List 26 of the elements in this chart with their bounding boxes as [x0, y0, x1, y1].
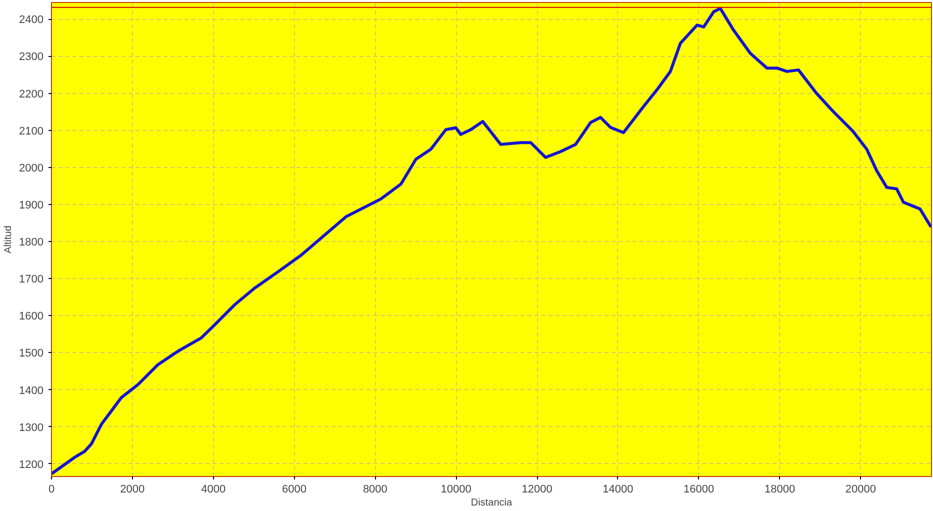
x-tick-label: 12000	[522, 484, 552, 496]
x-tick-label: 0	[48, 484, 55, 496]
y-tick-label: 2200	[19, 88, 44, 100]
x-tick-label: 8000	[362, 484, 388, 496]
y-tick-label: 1700	[19, 274, 44, 286]
y-tick-label: 2000	[19, 162, 44, 174]
y-tick-label: 2300	[19, 51, 44, 64]
x-tick-label: 16000	[684, 484, 714, 496]
x-tick-label: 18000	[764, 484, 796, 496]
y-tick-label: 2100	[19, 125, 44, 138]
y-tick-label: 1600	[19, 310, 44, 323]
x-tick-label: 4000	[201, 484, 226, 496]
y-tick-label: 1800	[19, 236, 44, 249]
y-tick-label: 1400	[19, 384, 44, 397]
x-tick-label: 2000	[120, 484, 145, 496]
y-axis-title: Altitud	[3, 226, 14, 254]
y-tick-label: 1200	[19, 458, 44, 471]
x-tick-label: 20000	[845, 484, 876, 496]
x-tick-label: 6000	[282, 484, 307, 496]
y-tick-label: 2400	[19, 14, 44, 26]
x-axis-title: Distancia	[470, 498, 512, 508]
y-tick-label: 1900	[19, 199, 44, 212]
y-tick-label: 1500	[19, 348, 44, 360]
x-tick-label: 14000	[602, 484, 634, 496]
x-tick-label: 10000	[440, 484, 472, 496]
y-tick-label: 1300	[19, 422, 44, 434]
